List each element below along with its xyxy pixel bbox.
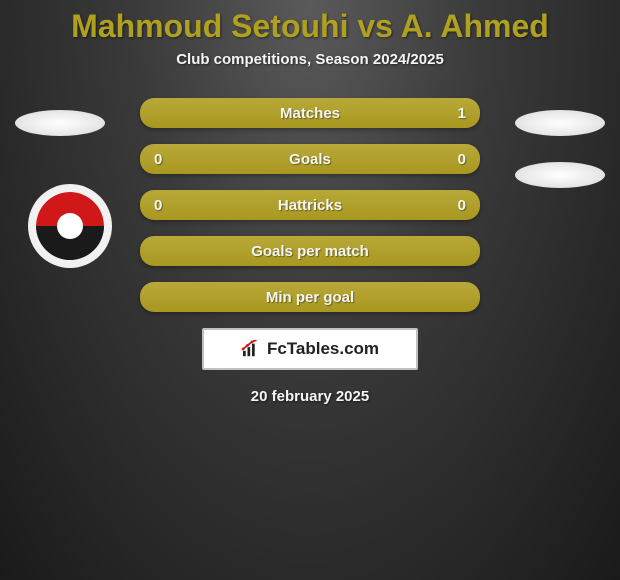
player-badge-right (515, 110, 605, 136)
player-badge-left (15, 110, 105, 136)
brand-footer: FcTables.com (202, 328, 418, 370)
stat-row-goals: 0 Goals 0 (140, 144, 480, 174)
stat-label: Matches (280, 105, 340, 122)
club-badge-inner (36, 192, 104, 260)
stat-left-value: 0 (154, 197, 174, 214)
comparison-subtitle: Club competitions, Season 2024/2025 (0, 51, 620, 68)
stat-label: Hattricks (278, 197, 342, 214)
stat-row-goals-per-match: Goals per match (140, 236, 480, 266)
chart-icon (241, 340, 263, 358)
stat-left-value: 0 (154, 151, 174, 168)
main-content: Matches 1 0 Goals 0 0 Hattricks 0 Goals … (0, 98, 620, 405)
club-badge-left (28, 184, 112, 268)
stat-label: Min per goal (266, 289, 354, 306)
badge-right-secondary (515, 162, 605, 188)
stats-container: Matches 1 0 Goals 0 0 Hattricks 0 Goals … (140, 98, 480, 312)
stat-label: Goals (289, 151, 331, 168)
date-label: 20 february 2025 (0, 388, 620, 405)
stat-right-value: 1 (446, 105, 466, 122)
stat-label: Goals per match (251, 243, 369, 260)
stat-row-min-per-goal: Min per goal (140, 282, 480, 312)
stat-right-value: 0 (446, 197, 466, 214)
stat-right-value: 0 (446, 151, 466, 168)
brand-text: FcTables.com (267, 339, 379, 359)
comparison-title: Mahmoud Setouhi vs A. Ahmed (0, 0, 620, 45)
stat-row-hattricks: 0 Hattricks 0 (140, 190, 480, 220)
stat-row-matches: Matches 1 (140, 98, 480, 128)
brand-logo: FcTables.com (241, 339, 379, 359)
